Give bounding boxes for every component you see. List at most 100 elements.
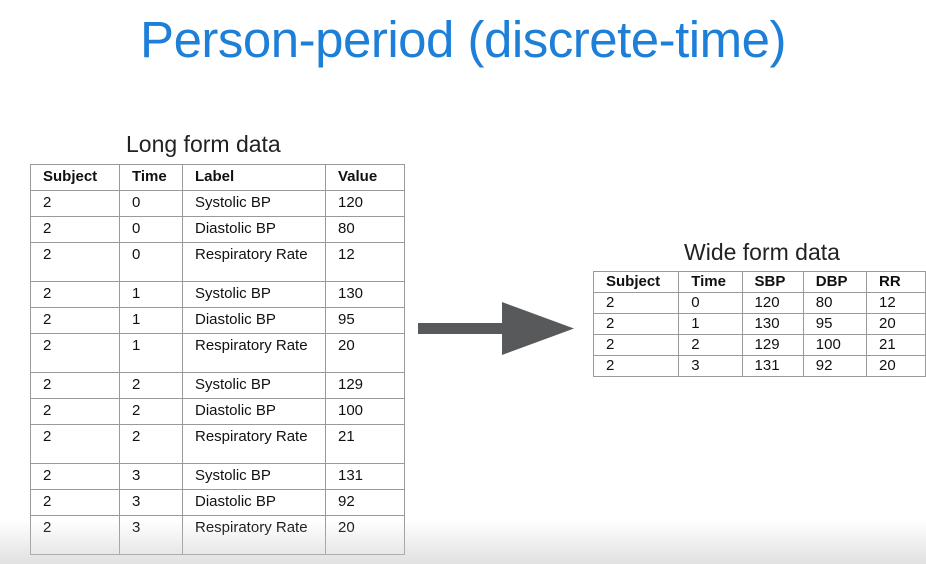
table-cell: 2: [119, 424, 183, 464]
table-row: 2 3 Systolic BP 131: [30, 463, 405, 490]
table-row: 2 0 Diastolic BP 80: [30, 216, 405, 243]
table-cell: 131: [741, 355, 804, 377]
column-header-value: Value: [325, 164, 405, 191]
table-cell: 12: [325, 242, 405, 282]
table-cell: Diastolic BP: [182, 216, 326, 243]
table-row: 2 1 Systolic BP 130: [30, 281, 405, 308]
table-cell: 2: [30, 242, 120, 282]
table-cell: 80: [802, 292, 868, 314]
table-row: 2 1 Respiratory Rate 20: [30, 333, 405, 373]
wide-table-header-row: Subject Time SBP DBP RR: [592, 271, 926, 293]
table-cell: 3: [678, 355, 743, 377]
table-cell: 21: [866, 334, 926, 356]
column-header-rr: RR: [866, 271, 926, 293]
table-cell: 129: [325, 372, 405, 399]
table-row: 2 0 Systolic BP 120: [30, 190, 405, 217]
table-cell: 130: [325, 281, 405, 308]
table-cell: 2: [30, 515, 120, 555]
long-form-caption: Long form data: [126, 131, 281, 157]
table-cell: 2: [30, 281, 120, 308]
table-cell: 2: [30, 190, 120, 217]
table-cell: 2: [30, 372, 120, 399]
column-header-time: Time: [119, 164, 183, 191]
table-row: 2 1 130 95 20: [592, 313, 926, 335]
table-cell: 0: [678, 292, 743, 314]
table-cell: 2: [592, 355, 680, 377]
column-header-dbp: DBP: [802, 271, 868, 293]
table-cell: 3: [119, 463, 183, 490]
table-cell: 2: [592, 334, 680, 356]
table-cell: 2: [30, 307, 120, 334]
table-cell: 2: [30, 333, 120, 373]
table-cell: 0: [119, 242, 183, 282]
table-cell: 95: [325, 307, 405, 334]
table-cell: 0: [119, 190, 183, 217]
table-cell: 1: [119, 333, 183, 373]
column-header-sbp: SBP: [741, 271, 804, 293]
slide-title: Person-period (discrete-time): [140, 11, 786, 68]
table-cell: 2: [119, 398, 183, 425]
table-cell: 20: [866, 355, 926, 377]
table-cell: 100: [802, 334, 868, 356]
table-row: 2 2 Respiratory Rate 21: [30, 424, 405, 464]
table-cell: Systolic BP: [182, 372, 326, 399]
table-cell: Systolic BP: [182, 190, 326, 217]
table-row: 2 2 Diastolic BP 100: [30, 398, 405, 425]
table-cell: Diastolic BP: [182, 307, 326, 334]
table-row: 2 2 129 100 21: [592, 334, 926, 356]
table-cell: 20: [325, 515, 405, 555]
table-cell: Diastolic BP: [182, 489, 326, 516]
table-cell: 129: [741, 334, 804, 356]
table-cell: 95: [802, 313, 868, 335]
table-cell: 3: [119, 515, 183, 555]
table-cell: 2: [119, 372, 183, 399]
table-cell: 80: [325, 216, 405, 243]
table-row: 2 0 Respiratory Rate 12: [30, 242, 405, 282]
table-cell: 2: [30, 398, 120, 425]
table-cell: Respiratory Rate: [182, 424, 326, 464]
table-cell: 12: [866, 292, 926, 314]
table-row: 2 1 Diastolic BP 95: [30, 307, 405, 334]
table-cell: 131: [325, 463, 405, 490]
table-cell: 120: [325, 190, 405, 217]
table-row: 2 3 Respiratory Rate 20: [30, 515, 405, 555]
table-cell: 2: [592, 292, 680, 314]
column-header-subject: Subject: [592, 271, 680, 293]
table-cell: 2: [30, 489, 120, 516]
table-cell: 1: [119, 281, 183, 308]
wide-form-caption: Wide form data: [684, 239, 840, 265]
table-cell: 92: [325, 489, 405, 516]
table-cell: 2: [30, 216, 120, 243]
table-cell: Systolic BP: [182, 463, 326, 490]
long-table-header-row: Subject Time Label Value: [30, 164, 405, 191]
column-header-time: Time: [678, 271, 743, 293]
table-cell: 2: [678, 334, 743, 356]
table-cell: Systolic BP: [182, 281, 326, 308]
table-cell: 92: [802, 355, 868, 377]
long-form-table: Subject Time Label Value 2 0 Systolic BP 12…: [30, 164, 405, 555]
table-cell: 21: [325, 424, 405, 464]
column-header-label: Label: [182, 164, 326, 191]
right-arrow-icon: [418, 302, 574, 355]
table-row: 2 3 131 92 20: [592, 355, 926, 377]
table-cell: 130: [741, 313, 804, 335]
table-row: 2 0 120 80 12: [592, 292, 926, 314]
table-cell: Diastolic BP: [182, 398, 326, 425]
table-cell: 1: [678, 313, 743, 335]
table-cell: 2: [30, 463, 120, 490]
table-cell: 2: [30, 424, 120, 464]
table-cell: 20: [866, 313, 926, 335]
table-cell: 100: [325, 398, 405, 425]
table-cell: Respiratory Rate: [182, 242, 326, 282]
table-cell: 120: [741, 292, 804, 314]
table-cell: Respiratory Rate: [182, 515, 326, 555]
table-cell: 1: [119, 307, 183, 334]
table-cell: 0: [119, 216, 183, 243]
wide-form-table: Subject Time SBP DBP RR 2 0 120 80 12 2 1 130 95…: [592, 271, 926, 377]
table-row: 2 2 Systolic BP 129: [30, 372, 405, 399]
table-cell: 3: [119, 489, 183, 516]
table-row: 2 3 Diastolic BP 92: [30, 489, 405, 516]
table-cell: Respiratory Rate: [182, 333, 326, 373]
table-cell: 2: [592, 313, 680, 335]
table-cell: 20: [325, 333, 405, 373]
